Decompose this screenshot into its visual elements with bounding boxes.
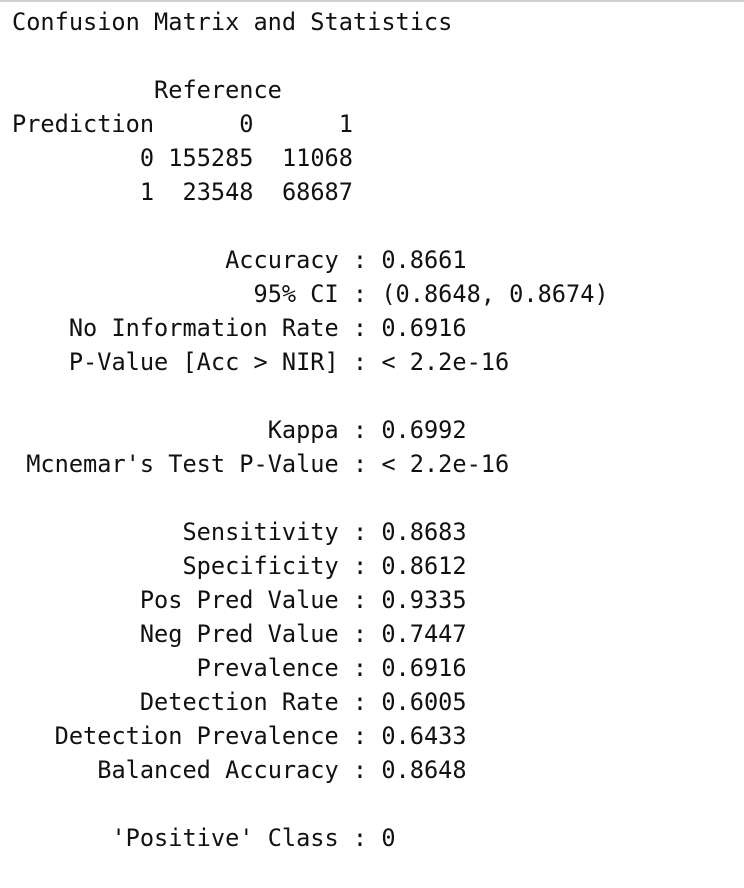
stat-line-prevalence: Prevalence : 0.6916 [196, 654, 467, 682]
cell-0-1: 11068 [281, 144, 353, 172]
reference-header: Reference [154, 76, 282, 104]
top-border [0, 0, 744, 2]
stat-line-mcnemar: Mcnemar's Test P-Value : < 2.2e-16 [26, 450, 510, 478]
stat-value: 0.8661 [381, 246, 467, 274]
stat-line-balanced-accuracy: Balanced Accuracy : 0.8648 [97, 756, 467, 784]
row-label-0: 0 [139, 144, 155, 172]
stat-label: Sensitivity [182, 518, 339, 546]
stat-line-pvalue: P-Value [Acc > NIR] : < 2.2e-16 [68, 348, 510, 376]
blank-line [12, 379, 609, 413]
positive-class-value: 0 [381, 824, 396, 852]
stat-line-accuracy: Accuracy : 0.8661 [225, 246, 467, 274]
stat-value: < 2.2e-16 [381, 450, 510, 478]
stat-line-ci: 95% CI : (0.8648, 0.8674) [253, 280, 609, 308]
stat-label: Pos Pred Value [139, 586, 339, 614]
cell-1-1: 68687 [281, 178, 353, 206]
stat-line-specificity: Specificity : 0.8612 [182, 552, 467, 580]
col-header-0: 0 [239, 110, 254, 138]
blank-line [12, 787, 609, 821]
blank-line [12, 39, 609, 73]
col-header-1: 1 [338, 110, 353, 138]
stat-line-detection-rate: Detection Rate : 0.6005 [139, 688, 467, 716]
positive-class-label: 'Positive' Class [111, 824, 339, 852]
positive-class-line: 'Positive' Class : 0 [111, 824, 396, 852]
stat-line-sensitivity: Sensitivity : 0.8683 [182, 518, 467, 546]
stat-line-detection-prevalence: Detection Prevalence : 0.6433 [54, 722, 467, 750]
stat-line-ppv: Pos Pred Value : 0.9335 [139, 586, 467, 614]
blank-line [12, 481, 609, 515]
matrix-row: 0 155285 11068 [12, 141, 609, 175]
stat-label: Kappa [267, 416, 339, 444]
stat-label: Detection Rate [139, 688, 339, 716]
stat-label: No Information Rate [68, 314, 339, 342]
stat-line-kappa: Kappa : 0.6992 [267, 416, 467, 444]
stat-label: Mcnemar's Test P-Value [26, 450, 339, 478]
output-title: Confusion Matrix and Statistics [12, 8, 453, 36]
stat-value: 0.8612 [381, 552, 467, 580]
prediction-label: Prediction [12, 110, 155, 138]
stat-value: 0.8683 [381, 518, 467, 546]
stat-label: Balanced Accuracy [97, 756, 339, 784]
blank-line [12, 209, 609, 243]
stat-label: Neg Pred Value [139, 620, 339, 648]
stat-value: 0.6916 [381, 654, 467, 682]
stat-value: 0.7447 [381, 620, 467, 648]
stat-label: Specificity [182, 552, 339, 580]
stat-value: (0.8648, 0.8674) [381, 280, 609, 308]
matrix-header-row: Prediction 0 1 [12, 107, 609, 141]
stat-value: 0.9335 [381, 586, 467, 614]
cell-1-0: 23548 [182, 178, 254, 206]
matrix-row: 1 23548 68687 [12, 175, 609, 209]
stat-value: 0.8648 [381, 756, 467, 784]
stat-label: Detection Prevalence [54, 722, 339, 750]
stat-value: 0.6433 [381, 722, 467, 750]
stat-line-nir: No Information Rate : 0.6916 [68, 314, 467, 342]
cell-0-0: 155285 [168, 144, 254, 172]
stat-label: Accuracy [225, 246, 339, 274]
stat-line-npv: Neg Pred Value : 0.7447 [139, 620, 467, 648]
stat-value: 0.6005 [381, 688, 467, 716]
stat-label: P-Value [Acc > NIR] [68, 348, 339, 376]
row-label-1: 1 [139, 178, 155, 206]
stat-value: 0.6916 [381, 314, 467, 342]
reference-header-line: Reference [12, 73, 609, 107]
console-output: Confusion Matrix and Statistics Referenc… [12, 5, 609, 855]
stat-value: < 2.2e-16 [381, 348, 510, 376]
stat-label: 95% CI [253, 280, 339, 308]
stat-value: 0.6992 [381, 416, 467, 444]
stat-label: Prevalence [196, 654, 339, 682]
